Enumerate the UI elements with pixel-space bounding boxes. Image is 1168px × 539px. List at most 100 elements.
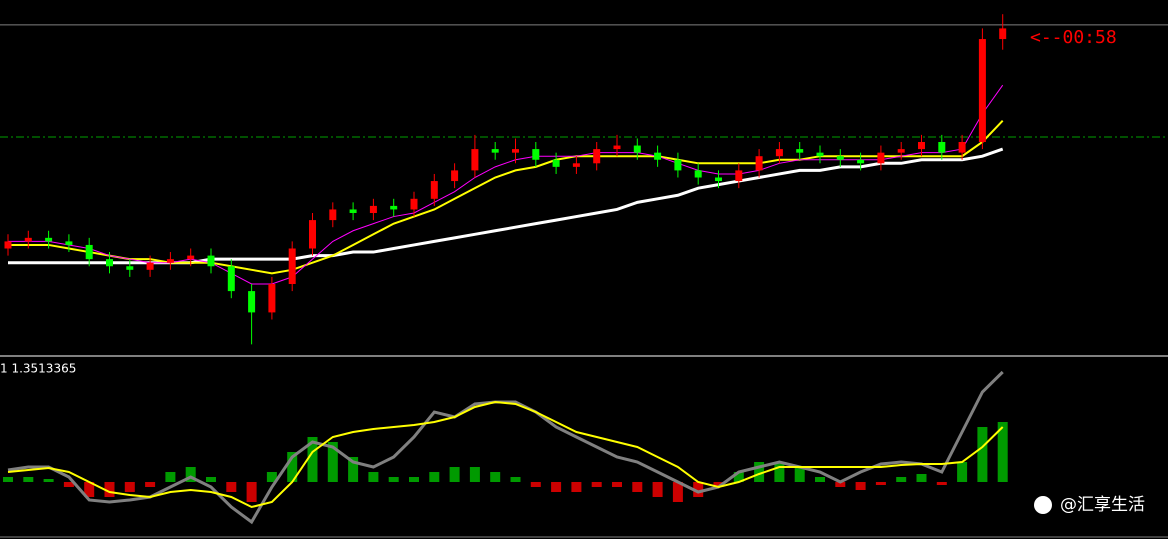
candle-body (775, 149, 783, 157)
histogram-bar (652, 482, 663, 497)
histogram-bar (43, 479, 54, 482)
candle-body (309, 220, 316, 249)
candle-body (958, 142, 966, 153)
histogram-bar (936, 482, 947, 485)
histogram-bar (591, 482, 602, 487)
candle-body (430, 181, 438, 199)
candle-body (227, 266, 235, 292)
indicator-label: 1 1.3513365 (0, 362, 76, 376)
candle-body (491, 149, 499, 153)
histogram-bar (510, 477, 521, 482)
histogram-bar (855, 482, 866, 490)
histogram-bar (896, 477, 907, 482)
candle-body (471, 149, 479, 171)
histogram-bar (916, 474, 927, 482)
candle-body (24, 237, 32, 242)
histogram-bar (794, 467, 805, 482)
candle-body (369, 205, 377, 213)
candle-body (593, 149, 601, 164)
histogram-bar (551, 482, 562, 492)
candle-body (755, 156, 763, 171)
candle-body (816, 152, 824, 157)
candle-body (166, 259, 174, 263)
histogram-bar (957, 462, 968, 482)
histogram-bar (185, 467, 196, 482)
histogram-bar (449, 467, 460, 482)
candle-body (390, 205, 398, 210)
histogram-bar (124, 482, 135, 492)
histogram-bar (23, 477, 34, 482)
candle-body (857, 159, 865, 164)
histogram-bar (429, 472, 440, 482)
candle-body (613, 145, 621, 150)
candle-body (65, 241, 73, 245)
histogram-bar (327, 442, 338, 482)
candle-body (106, 259, 113, 267)
histogram-bar (368, 472, 379, 482)
histogram-bar (530, 482, 541, 487)
histogram-bar (754, 462, 765, 482)
histogram-bar (693, 482, 704, 497)
candle-body (146, 262, 154, 270)
candle-body (329, 209, 337, 221)
histogram-bar (733, 472, 744, 482)
histogram-bar (307, 437, 318, 482)
histogram-bar (875, 482, 886, 485)
histogram-bar (84, 482, 95, 497)
timer-label: <--00:58 (1030, 27, 1117, 48)
candle-body (410, 198, 418, 210)
histogram-bar (672, 482, 683, 502)
candle-body (978, 39, 986, 142)
candle-body (45, 237, 53, 242)
watermark: @汇享生活 (1060, 495, 1145, 515)
histogram-bar (612, 482, 622, 487)
histogram-bar (226, 482, 237, 492)
candle-body (207, 255, 215, 267)
candle-body (451, 170, 459, 182)
candle-body (654, 152, 662, 160)
histogram-bar (997, 422, 1008, 482)
histogram-bar (104, 482, 115, 497)
candle-body (187, 255, 195, 260)
candle-body (633, 145, 641, 153)
candle-body (4, 241, 12, 249)
histogram-bar (713, 482, 724, 487)
candle-body (918, 142, 925, 150)
candle-body (572, 163, 580, 167)
candle-body (938, 142, 946, 153)
histogram-bar (409, 477, 419, 482)
candle-body (796, 149, 804, 153)
histogram-bar (348, 457, 359, 482)
histogram-bar (977, 427, 988, 482)
indicator-line (7, 400, 1004, 509)
candle-body (694, 170, 702, 178)
histogram-bar (490, 472, 501, 482)
candle-body (897, 149, 905, 153)
candle-body (735, 170, 743, 182)
watermark-icon (1034, 496, 1052, 514)
histogram-bar (206, 477, 216, 482)
candle-body (349, 209, 357, 213)
candle-body (715, 177, 722, 182)
histogram-bar (3, 477, 13, 482)
histogram-bar (388, 477, 399, 482)
histogram-bar (165, 472, 176, 482)
histogram-bar (287, 452, 298, 482)
candle-body (268, 284, 276, 313)
histogram-bar (774, 462, 785, 482)
histogram-bar (266, 472, 277, 482)
candle-body (877, 152, 885, 164)
candle-body (532, 149, 540, 160)
histogram-bar (63, 482, 74, 487)
histogram-bar (246, 482, 257, 502)
candle-body (248, 291, 256, 313)
histogram-bar (835, 482, 846, 487)
histogram-bar (469, 467, 480, 482)
candle-body (999, 28, 1007, 40)
histogram-bar (632, 482, 643, 492)
candle-body (552, 159, 560, 167)
candle-body (512, 149, 519, 153)
candle-body (126, 266, 134, 270)
